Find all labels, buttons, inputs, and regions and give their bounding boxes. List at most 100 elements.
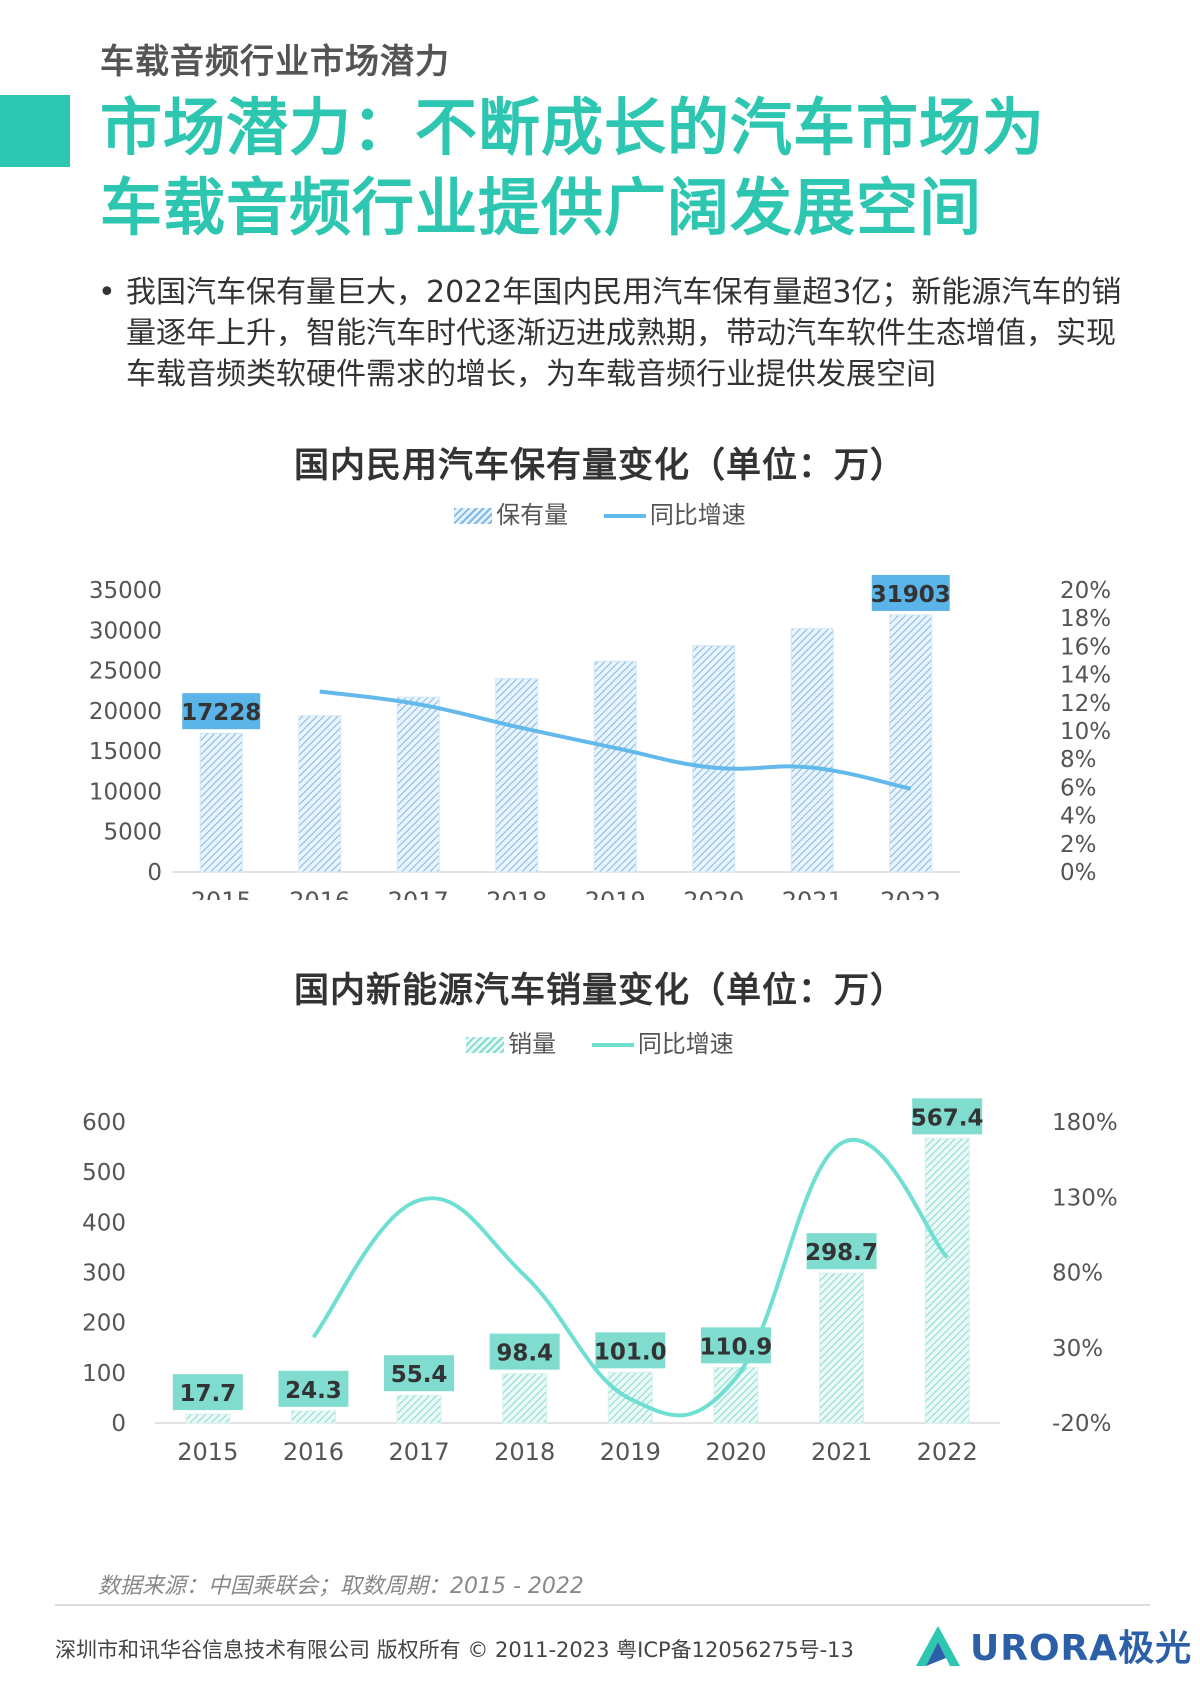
aurora-logo-icon [916, 1626, 960, 1666]
chart-1-category-label: 2020 [683, 887, 744, 900]
footer-divider [55, 1604, 1150, 1606]
svg-text:298.7: 298.7 [805, 1240, 878, 1266]
chart-1-legend-bar: 保有量 [454, 495, 568, 530]
chart-1-bar [790, 628, 834, 873]
chart-1-left-tick: 35000 [89, 578, 162, 604]
chart-2-legend-line: 同比增速 [591, 1024, 734, 1059]
svg-text:31903: 31903 [871, 582, 951, 608]
chart-1-right-tick: 12% [1060, 691, 1111, 717]
chart-2-bar [924, 1137, 970, 1424]
chart-1: 0 5000 10000 15000 20000 25000 30000 35000 0%2%4… [89, 574, 1111, 900]
chart-2-left-tick: 0 [111, 1411, 126, 1437]
chart-1-category-label: 2017 [388, 887, 449, 900]
chart-1-bar [889, 614, 933, 873]
chart-2-left-tick: 200 [82, 1311, 126, 1337]
chart-1-bar [593, 660, 637, 873]
svg-text:24.3: 24.3 [285, 1378, 342, 1404]
chart-1-bar [495, 678, 539, 873]
chart-2-data-label: 567.4 [911, 1098, 984, 1135]
chart-2-left-tick: 500 [82, 1160, 126, 1186]
chart-1-legend-line-swatch [603, 514, 646, 518]
chart-2-bar [502, 1373, 548, 1424]
chart-2-bar [819, 1272, 865, 1424]
aurora-logo: URORA极光 [912, 1620, 1192, 1670]
bullet-text: 我国汽车保有量巨大，2022年国内民用汽车保有量超3亿；新能源汽车的销量逐年上升… [126, 275, 1122, 392]
chart-2-left-tick: 100 [82, 1361, 126, 1387]
chart-1-category-label: 2022 [880, 887, 941, 900]
chart-2-category-label: 2021 [811, 1438, 872, 1466]
chart-2-legend-bar: 销量 [466, 1024, 556, 1059]
chart-1-right-tick: 4% [1060, 804, 1097, 830]
chart-1-category-label: 2021 [782, 887, 843, 900]
chart-2-right-tick: 130% [1052, 1185, 1118, 1211]
chart-2-bar [396, 1394, 442, 1424]
chart-1-left-tick: 10000 [89, 779, 162, 805]
svg-text:55.4: 55.4 [391, 1362, 448, 1388]
chart-2-legend-bar-label: 销量 [508, 1030, 557, 1058]
chart-1-right-tick: 10% [1060, 719, 1111, 745]
chart-2-data-label: 98.4 [489, 1333, 560, 1370]
chart-2-legend-line-label: 同比增速 [637, 1030, 734, 1058]
chart-2-category-label: 2015 [177, 1438, 238, 1466]
page-title-line-1: 市场潜力：不断成长的汽车市场为 [100, 91, 1046, 164]
svg-text:98.4: 98.4 [496, 1341, 553, 1367]
chart-2-right-tick: -20% [1052, 1411, 1111, 1437]
chart-2: 0 100 200 300 400 500 600 -20% 30% 80% 130% 180% 201… [82, 1098, 1118, 1466]
page-title: 市场潜力：不断成长的汽车市场为 车载音频行业提供广阔发展空间 [100, 88, 1160, 248]
chart-2-data-label: 17.7 [172, 1374, 243, 1411]
chart-1-legend: 保有量 同比增速 [0, 495, 1200, 530]
svg-text:17.7: 17.7 [179, 1381, 236, 1407]
chart-1-left-tick: 5000 [103, 820, 162, 846]
chart-1-right-tick: 18% [1060, 606, 1111, 632]
chart-1-category-label: 2019 [585, 887, 646, 900]
chart-1-left-tick: 0 [147, 860, 162, 886]
chart-2-left-tick: 300 [82, 1261, 126, 1287]
footer-copyright: 深圳市和讯华谷信息技术有限公司 版权所有 © 2011-2023 粤ICP备12… [55, 1638, 854, 1662]
chart-2-title: 国内新能源汽车销量变化（单位：万） [293, 971, 906, 1011]
chart-1-right-tick: 8% [1060, 747, 1097, 773]
svg-text:567.4: 567.4 [911, 1105, 984, 1131]
chart-1-category-label: 2016 [289, 887, 350, 900]
chart-2-data-label: 24.3 [278, 1370, 349, 1407]
chart-1-left-tick: 25000 [89, 659, 162, 685]
chart-2-category-label: 2020 [705, 1438, 766, 1466]
chart-1-category-label: 2015 [191, 887, 252, 900]
page-title-line-2: 车载音频行业提供广阔发展空间 [100, 171, 983, 244]
chart-2-category-label: 2017 [389, 1438, 450, 1466]
chart-1-data-label: 17228 [181, 693, 261, 730]
chart-2-legend-bar-swatch [466, 1037, 505, 1053]
svg-text:17228: 17228 [181, 700, 261, 726]
svg-text:110.9: 110.9 [700, 1334, 773, 1360]
chart-1-right-tick: 0% [1060, 860, 1097, 886]
accent-block [0, 95, 70, 167]
bullet-paragraph: • 我国汽车保有量巨大，2022年国内民用汽车保有量超3亿；新能源汽车的销量逐年… [98, 272, 1128, 395]
chart-2-legend: 销量 同比增速 [0, 1024, 1200, 1059]
chart-2-category-label: 2022 [917, 1438, 978, 1466]
bullet-dot: • [98, 275, 116, 310]
chart-2-category-label: 2016 [283, 1438, 344, 1466]
chart-2-bar [290, 1410, 336, 1424]
chart-1-legend-bar-label: 保有量 [496, 501, 569, 529]
chart-2-left-tick: 400 [82, 1210, 126, 1236]
chart-1-category-label: 2018 [486, 887, 547, 900]
chart-2-data-label: 110.9 [700, 1327, 773, 1364]
chart-2-left-tick: 600 [82, 1110, 126, 1136]
chart-1-bar [298, 715, 342, 873]
chart-2-right-tick: 180% [1052, 1110, 1118, 1136]
chart-1-growth-line [319, 689, 912, 791]
chart-2-legend-line-swatch [591, 1043, 634, 1047]
chart-2-right-tick: 30% [1052, 1336, 1103, 1362]
chart-1-legend-bar-swatch [454, 508, 493, 524]
chart-2-category-label: 2019 [600, 1438, 661, 1466]
chart-1-left-tick: 20000 [89, 699, 162, 725]
chart-1-right-tick: 2% [1060, 832, 1097, 858]
chart-1-right-tick: 6% [1060, 775, 1097, 801]
chart-2-data-label: 55.4 [384, 1355, 455, 1392]
chart-2-growth-line [311, 1138, 949, 1418]
chart-1-right-tick: 16% [1060, 634, 1111, 660]
chart-2-data-label: 298.7 [805, 1233, 878, 1270]
chart-1-legend-line: 同比增速 [603, 495, 746, 530]
chart-1-legend-line-label: 同比增速 [649, 501, 746, 529]
chart-1-data-label: 31903 [871, 574, 951, 611]
aurora-logo-text: URORA极光 [970, 1628, 1193, 1669]
